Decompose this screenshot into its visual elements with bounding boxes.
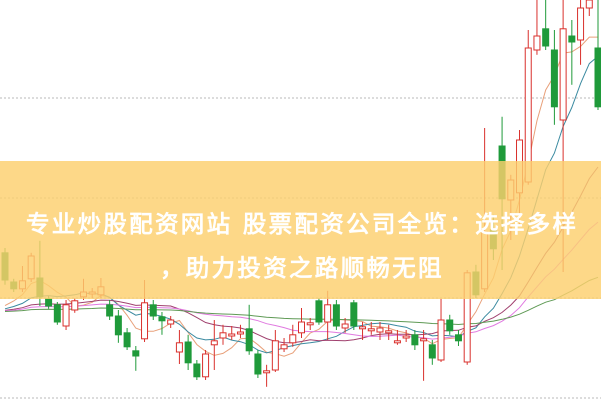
candle-up [306, 322, 314, 326]
candle-up [341, 323, 349, 329]
candle-up [324, 304, 332, 323]
ma-line-20 [4, 166, 599, 344]
candle-up [385, 330, 393, 334]
candle-down [332, 304, 340, 327]
candle-down [149, 304, 157, 317]
candle-down [193, 363, 201, 378]
candle-up [393, 340, 401, 344]
candle-up [577, 7, 585, 41]
candle-down [568, 35, 576, 43]
candle-up [402, 335, 410, 339]
candle-up [219, 332, 227, 339]
candle-up [210, 340, 218, 346]
candle-up [141, 302, 149, 340]
candle-up [559, 28, 567, 121]
candle-up [437, 319, 445, 361]
candle-up [62, 304, 70, 327]
candle-down [550, 49, 558, 108]
candle-up [167, 319, 175, 325]
candle-down [123, 332, 131, 348]
candle-up [298, 321, 305, 334]
candle-down [428, 344, 436, 359]
candle-down [350, 302, 358, 327]
candle-down [45, 298, 53, 307]
candle-down [594, 47, 601, 108]
candle-down [184, 341, 192, 364]
candle-up [420, 338, 428, 342]
candle-down [446, 319, 454, 332]
candle-up [585, 0, 593, 9]
candle-up [202, 353, 210, 378]
candle-down [114, 315, 122, 336]
candle-down [132, 350, 140, 357]
candle-up [367, 328, 375, 332]
candle-down [454, 334, 462, 342]
candle-up [271, 340, 279, 371]
candle-up [236, 331, 244, 335]
candle-down [542, 28, 550, 47]
candle-down [53, 304, 61, 323]
candle-up [376, 327, 384, 333]
candle-down [106, 304, 114, 317]
candle-up [71, 300, 79, 311]
candle-up [228, 333, 236, 337]
candle-down [245, 328, 253, 352]
candle-up [263, 370, 271, 374]
candle-up [289, 334, 297, 344]
candle-down [254, 353, 262, 375]
candle-down [411, 334, 419, 346]
candle-down [158, 316, 166, 322]
candle-up [533, 35, 541, 51]
title-line-2: ，助力投资之路顺畅无阻 [160, 254, 444, 282]
candle-up [175, 342, 183, 353]
candle-down [315, 300, 323, 323]
candle-up [359, 326, 367, 330]
candle-up [280, 344, 288, 350]
title-line-1: 专业炒股配资网站 股票配资公司全览：选择多样 [26, 210, 579, 238]
title-banner: 专业炒股配资网站 股票配资公司全览：选择多样 ，助力投资之路顺畅无阻 [0, 161, 601, 299]
